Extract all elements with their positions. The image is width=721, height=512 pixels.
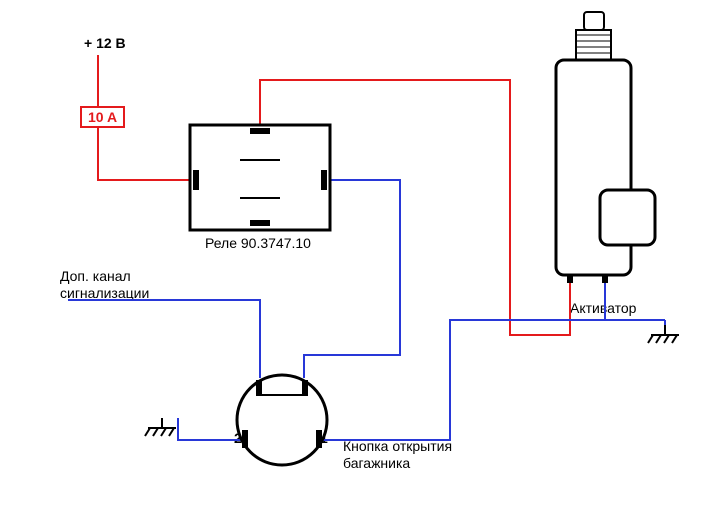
- wiring-svg: [0, 0, 721, 512]
- diagram-canvas: + 12 В 10 A Реле 90.3747.10 Доп. канал с…: [0, 0, 721, 512]
